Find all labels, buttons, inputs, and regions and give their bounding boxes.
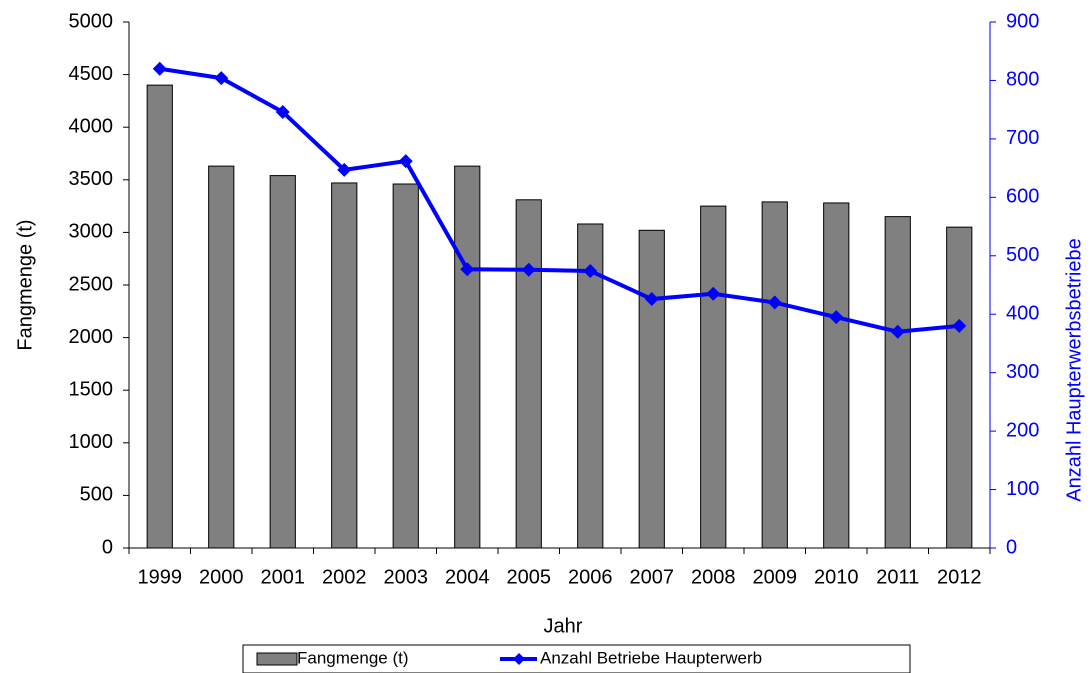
- y2-tick-label: 200: [1006, 419, 1039, 441]
- line-marker: [583, 263, 598, 278]
- x-tick-label: 2010: [814, 566, 859, 588]
- y-tick-label: 4500: [69, 63, 114, 85]
- line-marker: [275, 105, 290, 120]
- bar: [577, 223, 604, 549]
- line-marker: [706, 286, 721, 301]
- legend-swatch: [256, 652, 298, 666]
- y-axis-title: Fangmenge (t): [14, 219, 36, 350]
- y2-tick-label: 900: [1006, 10, 1039, 32]
- x-tick-label: 2004: [445, 566, 490, 588]
- y-tick-label: 1000: [69, 431, 114, 453]
- bar: [269, 175, 296, 549]
- y-tick-label: 4000: [69, 115, 114, 137]
- bar: [454, 165, 481, 549]
- x-tick-label: 2011: [876, 566, 919, 588]
- line-marker: [521, 262, 536, 277]
- y2-tick-label: 0: [1006, 536, 1017, 558]
- line-marker: [152, 61, 167, 76]
- x-tick-label: 2006: [568, 566, 613, 588]
- y-tick-label: 0: [102, 536, 113, 558]
- y2-tick-label: 700: [1006, 127, 1039, 149]
- y2-tick-label: 600: [1006, 186, 1039, 208]
- line-marker: [398, 154, 413, 169]
- line: [159, 66, 960, 334]
- line-marker: [829, 310, 844, 325]
- line-marker: [214, 71, 229, 86]
- y-tick-label: 5000: [69, 10, 114, 32]
- legend-label: Anzahl Betriebe Haupterwerb: [540, 648, 762, 667]
- y2-tick-label: 400: [1006, 303, 1039, 325]
- x-tick-label: 1999: [138, 566, 183, 588]
- bar: [515, 199, 542, 549]
- bar: [700, 205, 727, 549]
- x-tick-label: 2002: [322, 566, 367, 588]
- line-marker: [644, 292, 659, 307]
- bar: [823, 202, 850, 549]
- bar: [761, 201, 788, 549]
- y2-tick-label: 500: [1006, 244, 1039, 266]
- bar: [638, 229, 665, 549]
- line-marker: [890, 324, 905, 339]
- y2-tick-label: 100: [1006, 478, 1039, 500]
- y-tick-label: 500: [80, 484, 113, 506]
- y-tick-label: 2000: [69, 326, 114, 348]
- x-tick-label: 2000: [199, 566, 244, 588]
- bar: [946, 226, 973, 549]
- bar: [331, 182, 358, 549]
- bar: [884, 216, 911, 549]
- y2-tick-label: 300: [1006, 361, 1039, 383]
- x-tick-label: 2009: [753, 566, 798, 588]
- x-tick-label: 2012: [937, 566, 982, 588]
- legend-label: Fangmenge (t): [297, 648, 409, 667]
- x-axis-title: Jahr: [544, 615, 583, 637]
- y-tick-label: 3500: [69, 168, 114, 190]
- y-tick-label: 2500: [69, 273, 114, 295]
- bar: [208, 165, 235, 549]
- y2-tick-label: 800: [1006, 69, 1039, 91]
- bar: [392, 183, 419, 549]
- x-tick-label: 2007: [630, 566, 675, 588]
- y-tick-label: 3000: [69, 221, 114, 243]
- x-tick-label: 2005: [507, 566, 552, 588]
- x-tick-label: 2008: [691, 566, 736, 588]
- line-marker: [460, 262, 475, 277]
- line-marker: [337, 162, 352, 177]
- y2-axis-title: Anzahl Haupterwerbsbetriebe: [1063, 238, 1085, 502]
- line-marker: [952, 318, 967, 333]
- bar: [146, 84, 173, 549]
- line-marker: [767, 295, 782, 310]
- legend-marker: [513, 653, 525, 665]
- y-tick-label: 1500: [69, 378, 114, 400]
- x-tick-label: 2001: [261, 566, 306, 588]
- legend-box: [242, 644, 911, 673]
- x-tick-label: 2003: [384, 566, 429, 588]
